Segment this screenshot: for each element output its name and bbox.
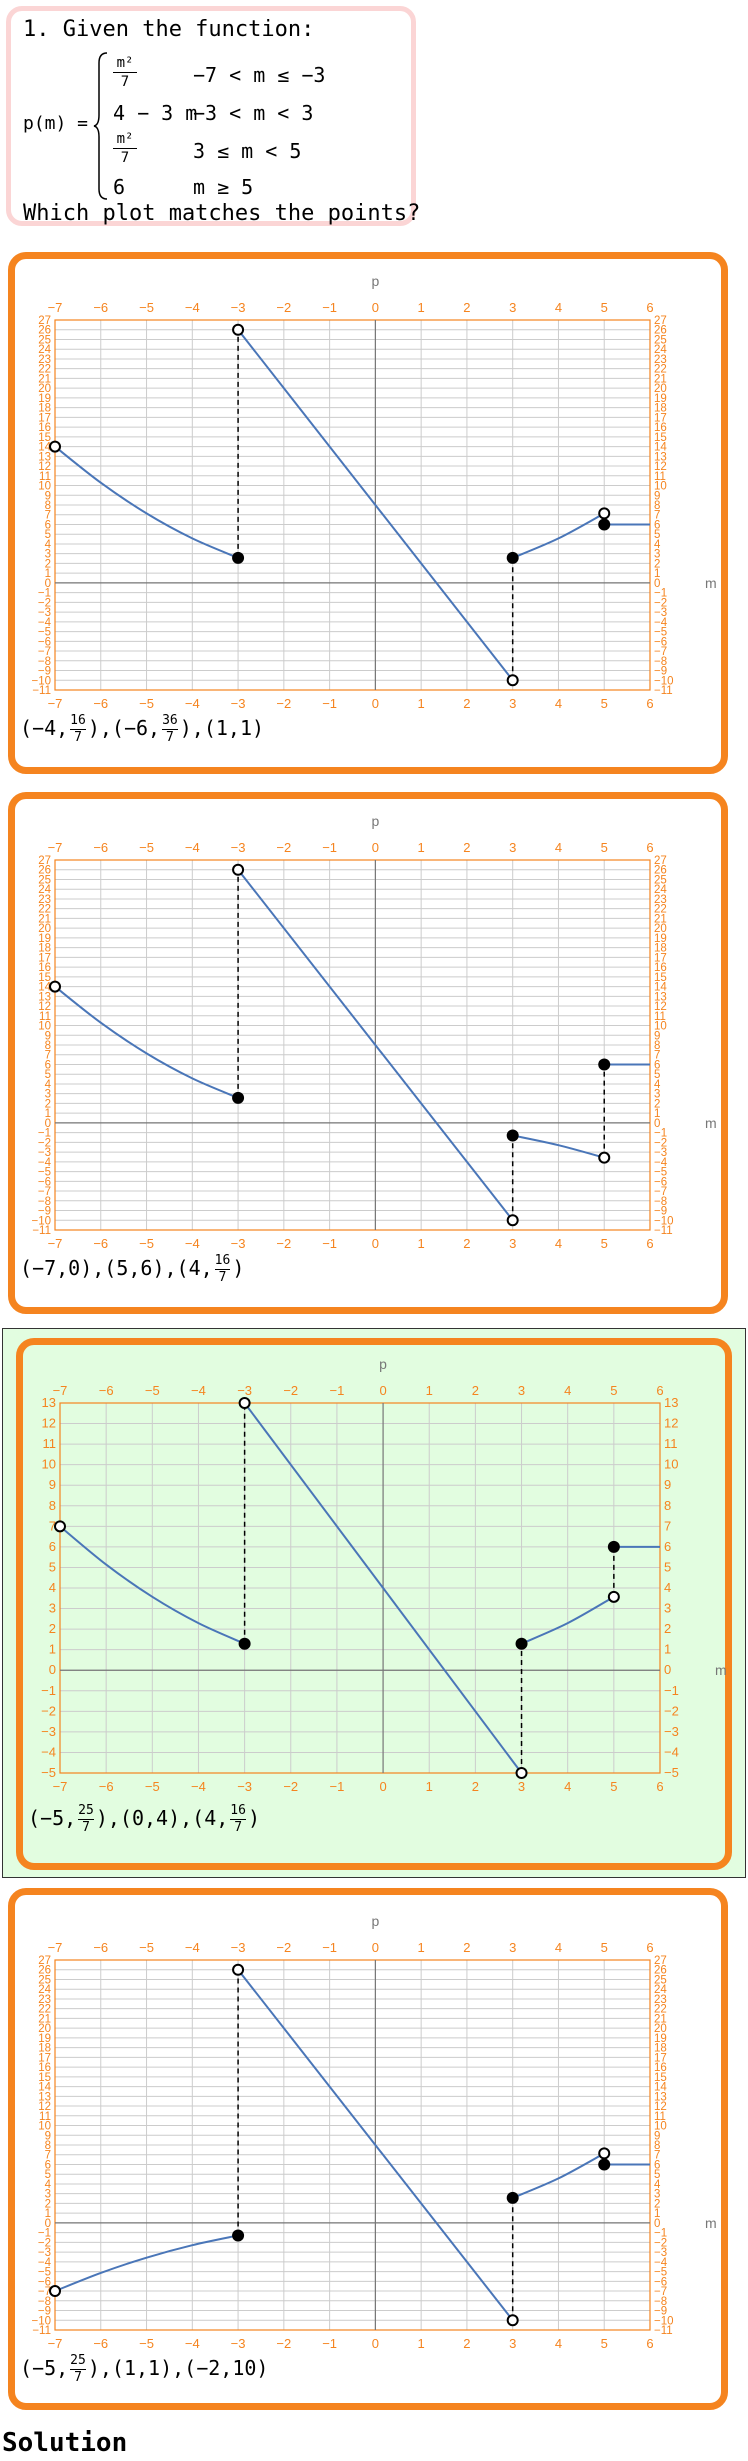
answer-option-4[interactable] xyxy=(8,1888,728,2410)
option-points-1: (−4, 16 7),(−6, 36 7),(1,1) xyxy=(20,713,265,745)
question-box: 1. Given the function: p(m) = m² 7 −7 < m… xyxy=(6,6,420,226)
function-name: p(m) = xyxy=(23,113,89,134)
option-points-2: (−7,0),(5,6),(4, 16 7) xyxy=(20,1253,245,1285)
case-1-cond: −7 < m ≤ −3 xyxy=(193,63,326,87)
answer-option-3[interactable] xyxy=(16,1338,732,1870)
case-3-cond: 3 ≤ m < 5 xyxy=(193,139,302,163)
answer-option-1[interactable] xyxy=(8,252,728,774)
brace-icon xyxy=(93,52,108,200)
answer-option-2[interactable] xyxy=(8,792,728,1314)
question-prompt: Which plot matches the points? xyxy=(23,201,421,226)
solution-heading: Solution xyxy=(2,2428,128,2458)
option-points-4: (−5, 25 7),(1,1),(−2,10) xyxy=(20,2353,269,2385)
case-4-cond: m ≥ 5 xyxy=(193,175,254,199)
case-1-expr: m² 7 xyxy=(113,55,137,90)
case-2-expr: 4 − 3 m xyxy=(113,101,198,125)
question-title: 1. Given the function: xyxy=(23,17,315,42)
case-4-expr: 6 xyxy=(113,175,126,199)
case-2-cond: −3 < m < 3 xyxy=(193,101,314,125)
case-3-expr: m² 7 xyxy=(113,131,137,166)
option-points-3: (−5, 25 7),(0,4),(4, 16 7) xyxy=(28,1803,260,1835)
